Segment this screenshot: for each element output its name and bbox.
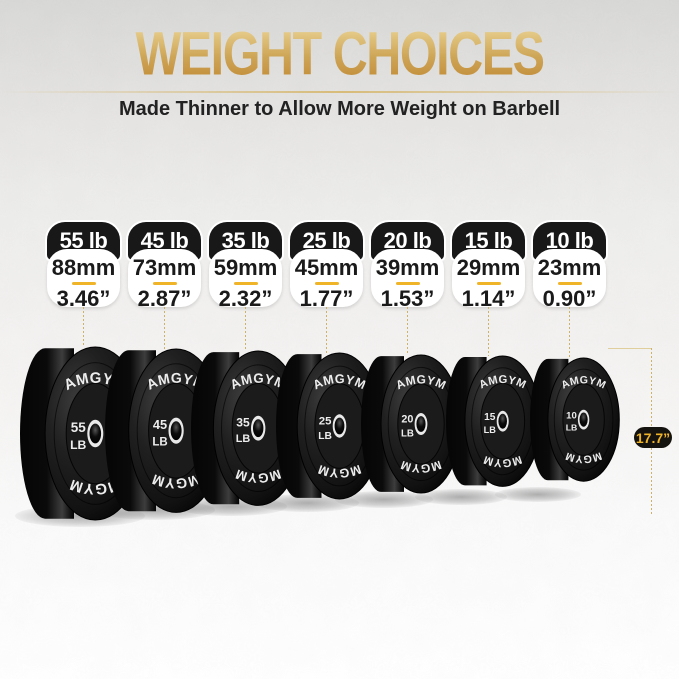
svg-text:10: 10 xyxy=(567,410,578,421)
svg-text:LB: LB xyxy=(566,422,578,432)
svg-text:25: 25 xyxy=(319,416,332,428)
svg-text:LB: LB xyxy=(236,433,251,445)
svg-text:LB: LB xyxy=(483,425,496,435)
svg-text:LB: LB xyxy=(401,428,414,439)
svg-text:45: 45 xyxy=(153,417,167,432)
svg-text:55: 55 xyxy=(70,419,85,434)
svg-text:LB: LB xyxy=(153,436,168,448)
svg-text:20: 20 xyxy=(401,413,413,425)
svg-text:15: 15 xyxy=(484,412,496,423)
svg-text:35: 35 xyxy=(236,416,250,430)
svg-text:LB: LB xyxy=(318,431,332,442)
svg-text:LB: LB xyxy=(70,438,86,452)
